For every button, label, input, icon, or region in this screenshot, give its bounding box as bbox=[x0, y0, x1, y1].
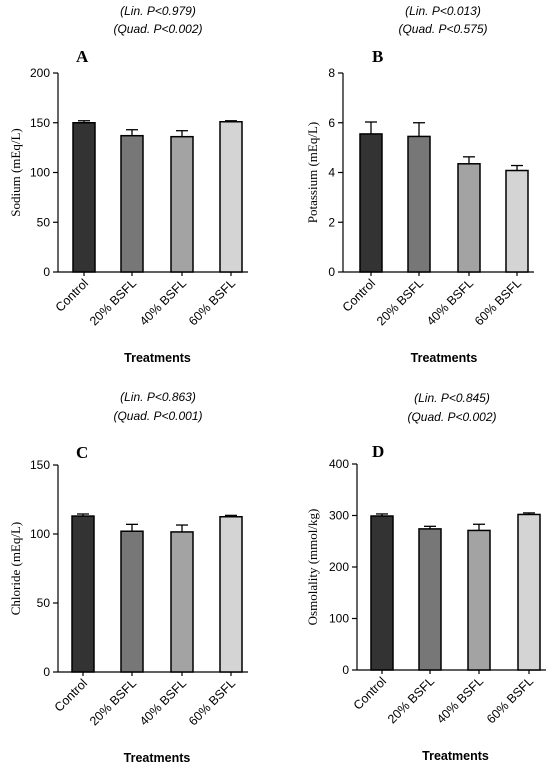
y-tick-label: 100 bbox=[30, 527, 50, 541]
x-tick-label-control: Control bbox=[53, 276, 91, 314]
bar-40pct-bsfl bbox=[170, 135, 194, 273]
y-axis-label: Sodium (mEq/L) bbox=[8, 128, 23, 216]
y-tick-label: 50 bbox=[37, 215, 51, 229]
y-axis-label: Osmolality (mmol/kg) bbox=[305, 509, 320, 626]
x-tick-label-20pct-bsfl: 20% BSFL bbox=[385, 674, 437, 726]
stat-annotation: (Quad. P<0.002) bbox=[407, 410, 496, 424]
x-tick-label-control: Control bbox=[52, 676, 90, 714]
bar-60pct-bsfl bbox=[505, 169, 529, 273]
y-tick-label: 0 bbox=[43, 665, 50, 679]
panel-a: (Lin. P<0.979) (Quad. P<0.002) A 0 50 100 150 2… bbox=[8, 4, 248, 365]
y-tick-label: 2 bbox=[328, 215, 335, 229]
panel-b: (Lin. P<0.013) (Quad. P<0.575) B 0 2 4 6 8 Potas… bbox=[305, 4, 534, 365]
bar-control bbox=[370, 515, 394, 671]
x-tick-label-40pct-bsfl: 40% BSFL bbox=[424, 276, 476, 328]
x-axis-title: Treatments bbox=[422, 749, 489, 763]
stat-annotation: (Lin. P<0.013) bbox=[405, 4, 481, 18]
panel-letter: A bbox=[76, 47, 89, 66]
y-tick-label: 50 bbox=[37, 596, 51, 610]
x-tick-label-control: Control bbox=[351, 674, 389, 712]
y-tick-label: 200 bbox=[329, 560, 349, 574]
y-tick-label: 4 bbox=[328, 166, 335, 180]
y-tick-label: 400 bbox=[329, 457, 349, 471]
x-tick-label-20pct-bsfl: 20% BSFL bbox=[87, 676, 139, 728]
y-tick-label: 8 bbox=[328, 66, 335, 80]
stat-annotation: (Lin. P<0.979) bbox=[120, 4, 196, 18]
stat-annotation: (Lin. P<0.845) bbox=[414, 391, 490, 405]
bar-40pct-bsfl bbox=[170, 531, 194, 673]
bar-20pct-bsfl bbox=[120, 134, 144, 273]
stat-annotation: (Quad. P<0.575) bbox=[398, 22, 487, 36]
stat-annotation: (Quad. P<0.001) bbox=[113, 409, 202, 423]
y-tick-label: 0 bbox=[342, 663, 349, 677]
panel-d: (Lin. P<0.845) (Quad. P<0.002) D 0 100 200 300… bbox=[305, 391, 546, 763]
panel-letter: C bbox=[76, 443, 88, 462]
bar-20pct-bsfl bbox=[418, 528, 442, 671]
y-axis-label: Chloride (mEq/L) bbox=[8, 522, 23, 616]
x-axis-title: Treatments bbox=[124, 351, 191, 365]
x-tick-label-20pct-bsfl: 20% BSFL bbox=[374, 276, 426, 328]
x-axis-title: Treatments bbox=[124, 751, 191, 765]
x-tick-label-40pct-bsfl: 40% BSFL bbox=[434, 674, 486, 726]
bar-60pct-bsfl bbox=[517, 513, 541, 671]
y-tick-label: 150 bbox=[30, 116, 50, 130]
x-tick-label-20pct-bsfl: 20% BSFL bbox=[87, 276, 139, 328]
bar-20pct-bsfl bbox=[120, 530, 144, 673]
x-tick-label-60pct-bsfl: 60% BSFL bbox=[186, 276, 238, 328]
y-tick-label: 300 bbox=[329, 509, 349, 523]
y-tick-label: 0 bbox=[43, 265, 50, 279]
panel-letter: D bbox=[372, 442, 384, 461]
x-tick-label-control: Control bbox=[340, 276, 378, 314]
stat-annotation: (Quad. P<0.002) bbox=[113, 22, 202, 36]
y-tick-label: 6 bbox=[328, 116, 335, 130]
x-tick-label-40pct-bsfl: 40% BSFL bbox=[137, 676, 189, 728]
bar-60pct-bsfl bbox=[219, 516, 243, 673]
x-axis-title: Treatments bbox=[411, 351, 478, 365]
y-tick-label: 200 bbox=[30, 66, 50, 80]
y-tick-label: 100 bbox=[329, 612, 349, 626]
x-tick-label-40pct-bsfl: 40% BSFL bbox=[137, 276, 189, 328]
bar-20pct-bsfl bbox=[407, 135, 431, 273]
bar-control bbox=[71, 515, 95, 673]
bar-60pct-bsfl bbox=[219, 121, 243, 273]
y-tick-label: 0 bbox=[328, 265, 335, 279]
panel-letter: B bbox=[372, 47, 383, 66]
x-tick-label-60pct-bsfl: 60% BSFL bbox=[484, 674, 536, 726]
stat-annotation: (Lin. P<0.863) bbox=[120, 390, 196, 404]
panel-c: (Lin. P<0.863) (Quad. P<0.001) C 0 50 100 150 C… bbox=[8, 390, 248, 765]
y-tick-label: 150 bbox=[30, 458, 50, 472]
bar-control bbox=[359, 133, 383, 273]
x-tick-label-60pct-bsfl: 60% BSFL bbox=[472, 276, 524, 328]
bar-40pct-bsfl bbox=[467, 529, 491, 671]
x-tick-label-60pct-bsfl: 60% BSFL bbox=[186, 676, 238, 728]
bar-40pct-bsfl bbox=[457, 163, 481, 273]
bar-control bbox=[72, 122, 96, 273]
y-axis-label: Potassium (mEq/L) bbox=[305, 122, 320, 223]
y-tick-label: 100 bbox=[30, 166, 50, 180]
